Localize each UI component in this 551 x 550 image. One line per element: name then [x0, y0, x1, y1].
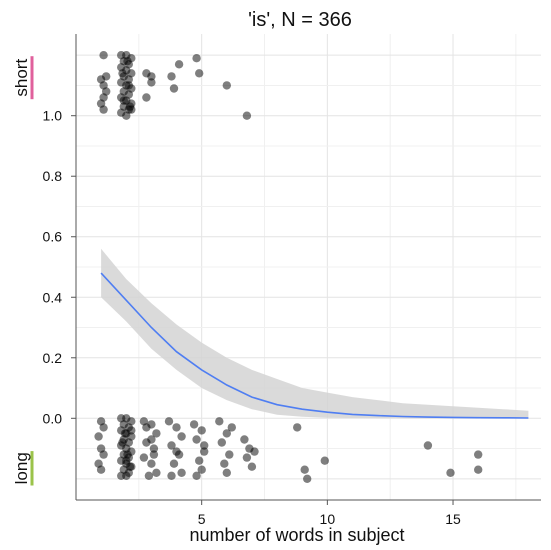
x-tick-label: 5: [198, 511, 206, 527]
y-tick-label: 0.4: [43, 289, 63, 305]
data-point: [122, 456, 131, 465]
data-point: [167, 441, 176, 450]
data-point: [147, 78, 156, 87]
tick-labels: 5 10 15 0.0 0.2 0.4 0.6 0.8 1.0: [43, 108, 461, 527]
data-point: [192, 471, 201, 480]
data-point: [474, 465, 483, 474]
data-point: [189, 420, 199, 429]
data-point: [123, 57, 132, 66]
data-point: [250, 447, 259, 456]
data-point: [197, 426, 206, 435]
data-point: [423, 441, 433, 450]
data-point: [147, 435, 156, 444]
data-point: [303, 474, 312, 483]
data-point: [142, 93, 151, 102]
y-tick-label: 0.2: [43, 350, 63, 366]
data-point: [247, 462, 257, 471]
data-point: [474, 450, 483, 459]
data-point: [195, 69, 204, 78]
data-point: [99, 450, 108, 459]
chart-title: 'is', N = 366: [248, 9, 352, 31]
x-axis-title: number of words in subject: [189, 525, 404, 545]
fit-line: [100, 272, 529, 419]
data-point: [220, 459, 229, 468]
category-label-text: short: [12, 59, 31, 97]
y-tick-label: 0.0: [43, 410, 63, 426]
data-point: [242, 111, 252, 120]
data-point: [200, 441, 209, 450]
data-point: [174, 60, 184, 69]
data-point: [147, 72, 156, 81]
data-point: [446, 468, 455, 477]
y-tick-label: 1.0: [43, 108, 63, 124]
data-point: [124, 81, 133, 90]
data-point: [147, 459, 156, 468]
data-point: [169, 84, 179, 93]
data-point: [200, 447, 209, 456]
data-point: [122, 471, 131, 480]
data-point: [119, 96, 128, 105]
data-point: [94, 432, 103, 441]
data-points: [94, 51, 483, 483]
data-point: [215, 417, 224, 426]
confidence-band-area: [101, 248, 529, 419]
data-point: [152, 429, 161, 438]
fit-line-path: [100, 272, 529, 419]
data-point: [177, 468, 186, 477]
y-tick-label: 0.8: [43, 168, 63, 184]
data-point: [222, 429, 231, 438]
x-tick-label: 10: [320, 511, 336, 527]
confidence-band: [101, 248, 529, 419]
data-point: [125, 462, 135, 471]
data-point: [192, 54, 201, 63]
data-point: [96, 465, 106, 474]
data-point: [152, 468, 161, 477]
data-point: [144, 471, 154, 480]
data-point: [127, 426, 136, 435]
data-point: [217, 438, 226, 447]
grid-lines: [76, 34, 541, 500]
data-point: [172, 423, 181, 432]
data-point: [242, 453, 252, 462]
data-point: [167, 72, 176, 81]
data-point: [164, 417, 174, 426]
data-point: [120, 429, 130, 438]
data-point: [125, 102, 135, 111]
data-point: [225, 450, 234, 459]
y-tick-label: 0.6: [43, 229, 63, 245]
axes: [71, 34, 541, 505]
data-point: [222, 81, 231, 90]
data-point: [300, 465, 309, 474]
data-point: [169, 459, 179, 468]
data-point: [172, 447, 181, 456]
data-point: [197, 465, 206, 474]
data-point: [99, 105, 108, 114]
data-point: [177, 432, 186, 441]
data-point: [122, 111, 131, 120]
data-point: [167, 471, 176, 480]
data-point: [139, 453, 149, 462]
data-point: [118, 438, 127, 447]
data-point: [149, 450, 159, 459]
data-point: [227, 423, 236, 432]
category-label-short: short: [12, 56, 34, 100]
category-labels: short long: [12, 56, 34, 486]
category-label-long: long: [12, 451, 34, 486]
category-label-text: long: [12, 452, 31, 484]
x-tick-label: 15: [445, 511, 461, 527]
data-point: [118, 69, 127, 78]
data-point: [192, 435, 201, 444]
data-point: [149, 444, 159, 453]
data-point: [99, 423, 108, 432]
data-point: [222, 468, 231, 477]
data-point: [293, 423, 302, 432]
data-point: [99, 51, 108, 60]
data-point: [240, 435, 249, 444]
data-point: [320, 456, 329, 465]
data-point: [195, 456, 204, 465]
data-point: [142, 423, 151, 432]
